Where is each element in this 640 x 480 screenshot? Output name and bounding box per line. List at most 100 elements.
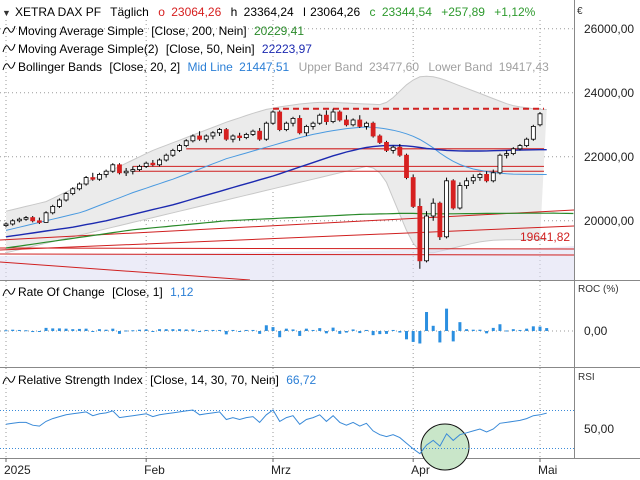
price-label: 19641,82 xyxy=(520,230,570,244)
roc-bar xyxy=(518,329,522,331)
roc-bar xyxy=(204,329,208,331)
close-value: 23344,54 xyxy=(382,5,432,19)
candle-body xyxy=(83,177,89,185)
roc-bar xyxy=(211,329,215,331)
candle-body xyxy=(384,141,389,151)
rsi-name: Relative Strength Index xyxy=(18,373,143,387)
candle-body xyxy=(30,217,36,222)
candle-body xyxy=(97,173,102,180)
candle-body xyxy=(3,223,9,226)
candle-body xyxy=(277,111,283,131)
roc-bar xyxy=(144,329,148,331)
roc-bar xyxy=(298,331,302,336)
roc-bar xyxy=(184,329,188,331)
roc-bar xyxy=(451,331,455,342)
candle-body xyxy=(223,129,229,140)
roc-bar xyxy=(158,329,162,331)
rsi-tick: 50,00 xyxy=(584,422,614,436)
legend-sma50[interactable]: Moving Average Simple(2) [Close, 50, Nei… xyxy=(2,42,312,56)
bollinger-mid-line xyxy=(5,126,547,231)
price-panel: 26000,00 24000,00 22000,00 20000,00 19641,8… xyxy=(0,5,634,281)
bollinger-upper-band-line xyxy=(5,75,547,212)
candle-body xyxy=(477,173,483,178)
roc-bar xyxy=(478,329,482,331)
roc-bar xyxy=(124,330,128,332)
candle-body xyxy=(63,193,69,201)
candle-body xyxy=(203,135,209,140)
candle-body xyxy=(437,202,443,238)
legend-sma50-label: Moving Average Simple(2) xyxy=(18,42,159,56)
roc-bar xyxy=(178,329,182,331)
candle-body xyxy=(530,126,536,140)
candle-body xyxy=(290,118,296,124)
svg-text:Relative Strength Index: Relative Strength Index [Close, 14, 30, … xyxy=(18,373,317,387)
dropdown-icon[interactable]: ▼ xyxy=(2,8,11,18)
roc-name: Rate Of Change xyxy=(18,285,105,299)
legend-bollinger[interactable]: Bollinger Bands [Close, 20, 2] Mid Line … xyxy=(2,60,549,74)
time-tick-label: Mai xyxy=(538,463,557,477)
legend-sma50-value: 22223,97 xyxy=(262,42,312,56)
roc-bar xyxy=(405,331,408,340)
candle-body xyxy=(350,119,356,126)
header-line: ▼ XETRA DAX PF Täglich o 23064,26 h 2336… xyxy=(2,5,536,19)
roc-bar xyxy=(505,330,509,332)
legend-sma200[interactable]: Moving Average Simple [Close, 200, Nein]… xyxy=(2,24,304,38)
roc-bar xyxy=(371,331,375,336)
roc-bar xyxy=(77,328,81,331)
roc-bar xyxy=(271,327,275,331)
time-axis: 2025 Feb Mrz Apr Mai xyxy=(4,458,557,477)
legend-bb-lower-value: 19417,43 xyxy=(499,60,549,74)
candle-body xyxy=(130,169,136,172)
roc-bar xyxy=(545,328,549,331)
legend-bb-mid-value: 21447,51 xyxy=(239,60,289,74)
candle-body xyxy=(323,114,329,122)
candle-body xyxy=(444,180,449,238)
roc-bar xyxy=(471,329,475,331)
candle-body xyxy=(250,130,256,135)
candle-body xyxy=(330,111,336,122)
candle-body xyxy=(10,220,16,225)
price-tick-label: 24000,00 xyxy=(584,86,634,100)
candle-body xyxy=(464,180,469,187)
roc-bar xyxy=(525,328,529,331)
candle-body xyxy=(177,145,182,151)
open-label: o xyxy=(158,5,165,19)
roc-legend[interactable]: Rate Of Change [Close, 1] 1,12 xyxy=(2,285,194,299)
roc-bar xyxy=(331,327,335,331)
roc-bar xyxy=(485,331,489,334)
candle-body xyxy=(404,154,409,178)
candle-body xyxy=(504,153,510,156)
candle-body xyxy=(210,132,216,137)
trend-line xyxy=(0,253,575,256)
candle-body xyxy=(470,177,476,182)
trend-line xyxy=(0,247,575,250)
price-tick-label: 22000,00 xyxy=(584,150,634,164)
roc-bar xyxy=(224,331,228,335)
rsi-line xyxy=(5,409,547,455)
roc-bar xyxy=(251,329,255,331)
price-tick-label: 26000,00 xyxy=(584,22,634,36)
rsi-axis-label: RSI xyxy=(578,372,595,383)
candle-body xyxy=(390,146,396,151)
legend-sma50-params: [Close, 50, Nein] xyxy=(166,42,255,56)
candle-body xyxy=(163,154,169,161)
roc-bar xyxy=(364,329,368,331)
roc-bar xyxy=(51,328,55,331)
rsi-legend[interactable]: Relative Strength Index [Close, 14, 30, … xyxy=(2,373,317,387)
candle-body xyxy=(36,220,42,223)
change-pct: +1,12% xyxy=(494,5,535,19)
low-label: l xyxy=(303,5,306,19)
legend-bb-mid-label: Mid Line xyxy=(187,60,233,74)
candle-body xyxy=(457,185,463,209)
candle-body xyxy=(517,145,523,150)
candle-body xyxy=(16,218,22,222)
candle-body xyxy=(337,111,343,121)
candle-body xyxy=(70,188,76,195)
wave-icon xyxy=(2,375,16,385)
roc-bar xyxy=(111,328,115,331)
candle-body xyxy=(190,135,196,142)
svg-text:Moving Average Simple: Moving Average Simple [Close, 200, Nein]… xyxy=(18,24,304,38)
trend-line xyxy=(0,261,251,281)
bollinger-band-area xyxy=(6,76,547,253)
